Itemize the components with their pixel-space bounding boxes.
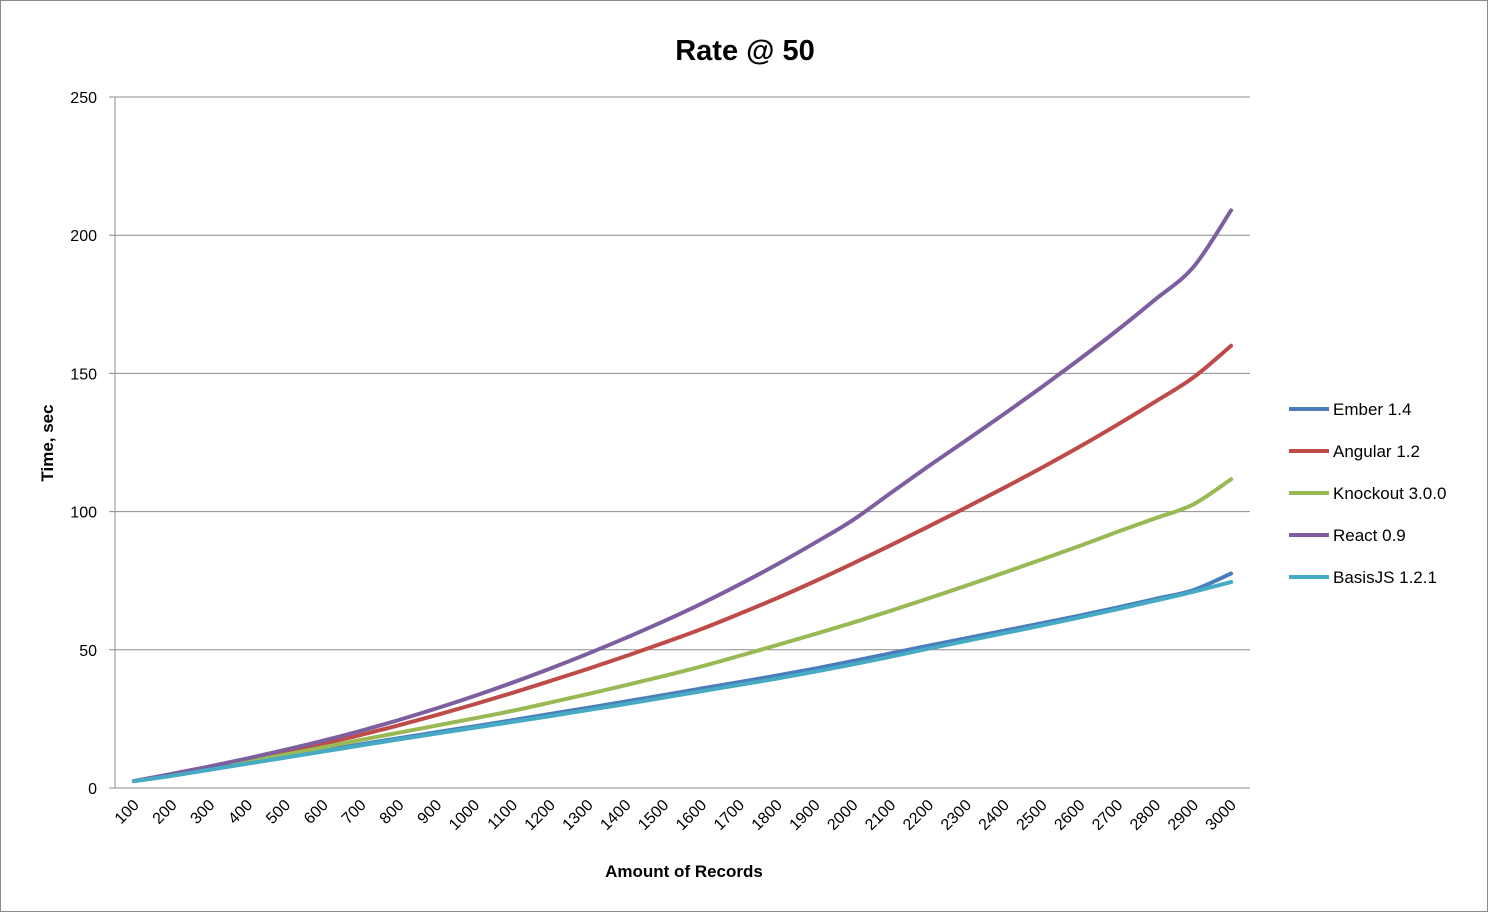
x-tick-label-600: 600	[301, 797, 332, 828]
x-tick-label-1400: 1400	[597, 797, 634, 834]
legend-label-3: React 0.9	[1333, 526, 1406, 545]
x-tick-label-1600: 1600	[673, 797, 710, 834]
x-tick-label-3000: 3000	[1203, 797, 1240, 834]
x-tick-label-800: 800	[377, 797, 408, 828]
x-tick-label-700: 700	[339, 797, 370, 828]
x-tick-label-1100: 1100	[485, 797, 521, 833]
x-tick-label-500: 500	[263, 797, 294, 828]
x-tick-label-1900: 1900	[787, 797, 824, 834]
y-tick-labels: 0 50 100 150 200 250	[70, 90, 97, 798]
series-line-3	[131, 208, 1234, 784]
x-tick-label-2800: 2800	[1127, 797, 1164, 834]
x-tick-label-1000: 1000	[446, 797, 483, 834]
x-tick-label-2100: 2100	[862, 797, 899, 834]
x-tick-label-2900: 2900	[1165, 797, 1202, 834]
x-tick-label-2400: 2400	[976, 797, 1013, 834]
x-tick-label-2500: 2500	[1014, 797, 1051, 834]
x-tick-label-100: 100	[112, 797, 143, 828]
x-axis-label: Amount of Records	[605, 862, 763, 881]
x-tick-label-1700: 1700	[711, 797, 748, 834]
legend-label-4: BasisJS 1.2.1	[1333, 568, 1437, 587]
chart-title: Rate @ 50	[675, 35, 815, 67]
series-line-1	[131, 343, 1234, 784]
series-line-2	[131, 477, 1234, 784]
legend-label-1: Angular 1.2	[1333, 442, 1420, 461]
y-tick-label-250: 250	[70, 90, 97, 107]
x-tick-label-1300: 1300	[560, 797, 597, 834]
x-tick-labels: 100 200 300 400 500 600 700 800 900 1000 1100 1200 1…	[112, 797, 1240, 834]
x-tick-label-1200: 1200	[522, 797, 559, 834]
x-tick-label-1500: 1500	[635, 797, 672, 834]
x-tick-label-2000: 2000	[824, 797, 861, 834]
x-tick-label-2700: 2700	[1089, 797, 1126, 834]
y-tick-label-0: 0	[88, 781, 97, 798]
x-tick-label-2200: 2200	[900, 797, 937, 834]
y-tick-label-200: 200	[70, 228, 97, 245]
series-lines	[131, 208, 1234, 784]
legend-label-0: Ember 1.4	[1333, 400, 1411, 419]
y-axis-label: Time, sec	[38, 404, 57, 481]
legend: Ember 1.4 Angular 1.2 Knockout 3.0.0 React …	[1289, 400, 1446, 587]
x-tick-label-900: 900	[415, 797, 446, 828]
x-tick-label-2600: 2600	[1051, 797, 1088, 834]
legend-label-2: Knockout 3.0.0	[1333, 484, 1446, 503]
x-tick-label-2300: 2300	[938, 797, 975, 834]
x-tick-label-1800: 1800	[749, 797, 786, 834]
x-tick-label-200: 200	[150, 797, 181, 828]
x-tick-label-400: 400	[225, 797, 256, 828]
series-line-4	[131, 580, 1234, 784]
y-tick-label-150: 150	[70, 366, 97, 383]
x-tick-label-300: 300	[188, 797, 219, 828]
y-tick-label-100: 100	[70, 505, 97, 522]
axes	[114, 97, 1250, 789]
grid-lines	[109, 96, 1250, 789]
y-tick-label-50: 50	[79, 643, 97, 660]
